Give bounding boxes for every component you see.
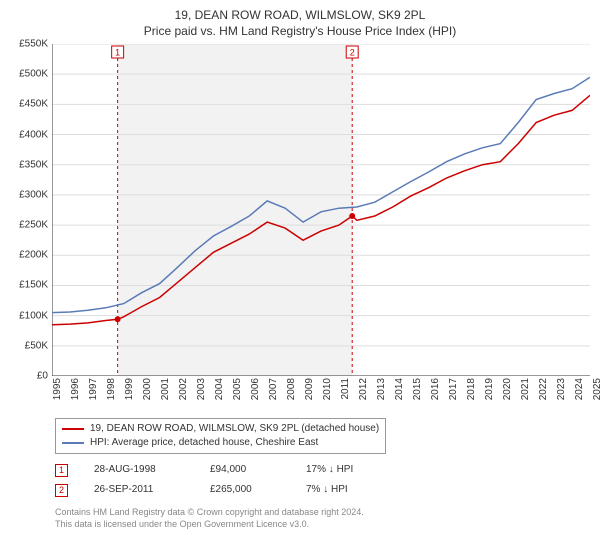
x-tick-label: 2019 <box>484 378 495 400</box>
legend-swatch <box>62 442 84 444</box>
plot-area: £0£50K£100K£150K£200K£250K£300K£350K£400… <box>52 44 590 376</box>
transaction-marker: 2 <box>55 484 68 497</box>
chart-title: 19, DEAN ROW ROAD, WILMSLOW, SK9 2PL <box>10 8 590 22</box>
legend: 19, DEAN ROW ROAD, WILMSLOW, SK9 2PL (de… <box>55 418 386 454</box>
x-tick-label: 2011 <box>340 378 351 400</box>
y-tick-label: £250K <box>19 220 48 231</box>
x-tick-label: 2012 <box>358 378 369 400</box>
y-tick-label: £500K <box>19 69 48 80</box>
footer-line-1: Contains HM Land Registry data © Crown c… <box>55 506 580 518</box>
x-tick-label: 2015 <box>412 378 423 400</box>
x-tick-label: 2010 <box>322 378 333 400</box>
x-axis: 1995 1996 1997 1998 1999 2000 2001 2002 2003 2004… <box>52 376 590 412</box>
y-axis: £0£50K£100K£150K£200K£250K£300K£350K£400… <box>10 44 52 376</box>
x-tick-label: 2008 <box>286 378 297 400</box>
y-tick-label: £400K <box>19 129 48 140</box>
x-tick-label: 2005 <box>232 378 243 400</box>
x-tick-label: 2020 <box>502 378 513 400</box>
transaction-note: 17% ↓ HPI <box>306 460 353 480</box>
x-tick-label: 1997 <box>88 378 99 400</box>
transaction-marker: 1 <box>55 464 68 477</box>
footer-line-2: This data is licensed under the Open Gov… <box>55 518 580 530</box>
x-tick-label: 2016 <box>430 378 441 400</box>
x-tick-label: 2017 <box>448 378 459 400</box>
x-tick-label: 2007 <box>268 378 279 400</box>
x-tick-label: 2000 <box>142 378 153 400</box>
y-tick-label: £450K <box>19 99 48 110</box>
transaction-row: 2 26-SEP-2011 £265,000 7% ↓ HPI <box>55 480 580 500</box>
x-tick-label: 1998 <box>106 378 117 400</box>
x-tick-label: 2024 <box>574 378 585 400</box>
x-tick-label: 2014 <box>394 378 405 400</box>
footer-note: Contains HM Land Registry data © Crown c… <box>55 506 580 530</box>
transaction-note: 7% ↓ HPI <box>306 480 348 500</box>
legend-item: 19, DEAN ROW ROAD, WILMSLOW, SK9 2PL (de… <box>62 422 379 436</box>
x-tick-label: 1995 <box>52 378 63 400</box>
transaction-row: 1 28-AUG-1998 £94,000 17% ↓ HPI <box>55 460 580 480</box>
svg-text:2: 2 <box>350 47 355 57</box>
legend-item: HPI: Average price, detached house, Ches… <box>62 436 379 450</box>
chart-subtitle: Price paid vs. HM Land Registry's House … <box>10 24 590 38</box>
y-tick-label: £150K <box>19 280 48 291</box>
legend-swatch <box>62 428 84 430</box>
x-tick-label: 2018 <box>466 378 477 400</box>
chart-container: 19, DEAN ROW ROAD, WILMSLOW, SK9 2PL Pri… <box>0 0 600 530</box>
x-tick-label: 2013 <box>376 378 387 400</box>
y-tick-label: £50K <box>25 340 48 351</box>
x-tick-label: 2003 <box>196 378 207 400</box>
x-tick-label: 1999 <box>124 378 135 400</box>
x-tick-label: 2009 <box>304 378 315 400</box>
legend-label: 19, DEAN ROW ROAD, WILMSLOW, SK9 2PL (de… <box>90 422 379 436</box>
y-tick-label: £200K <box>19 250 48 261</box>
x-tick-label: 2006 <box>250 378 261 400</box>
svg-text:1: 1 <box>115 47 120 57</box>
transaction-price: £94,000 <box>210 460 280 480</box>
transaction-price: £265,000 <box>210 480 280 500</box>
y-tick-label: £550K <box>19 39 48 50</box>
legend-label: HPI: Average price, detached house, Ches… <box>90 436 318 450</box>
x-tick-label: 2022 <box>538 378 549 400</box>
x-tick-label: 2023 <box>556 378 567 400</box>
transaction-table: 1 28-AUG-1998 £94,000 17% ↓ HPI 2 26-SEP-2011… <box>55 460 580 500</box>
y-tick-label: £0 <box>37 371 48 382</box>
x-tick-label: 2025 <box>592 378 600 400</box>
y-tick-label: £100K <box>19 310 48 321</box>
transaction-date: 28-AUG-1998 <box>94 460 184 480</box>
transaction-date: 26-SEP-2011 <box>94 480 184 500</box>
x-tick-label: 2002 <box>178 378 189 400</box>
x-tick-label: 2021 <box>520 378 531 400</box>
y-tick-label: £350K <box>19 159 48 170</box>
x-tick-label: 2001 <box>160 378 171 400</box>
x-tick-label: 2004 <box>214 378 225 400</box>
plot-svg: 12 <box>52 44 590 376</box>
x-tick-label: 1996 <box>70 378 81 400</box>
y-tick-label: £300K <box>19 189 48 200</box>
